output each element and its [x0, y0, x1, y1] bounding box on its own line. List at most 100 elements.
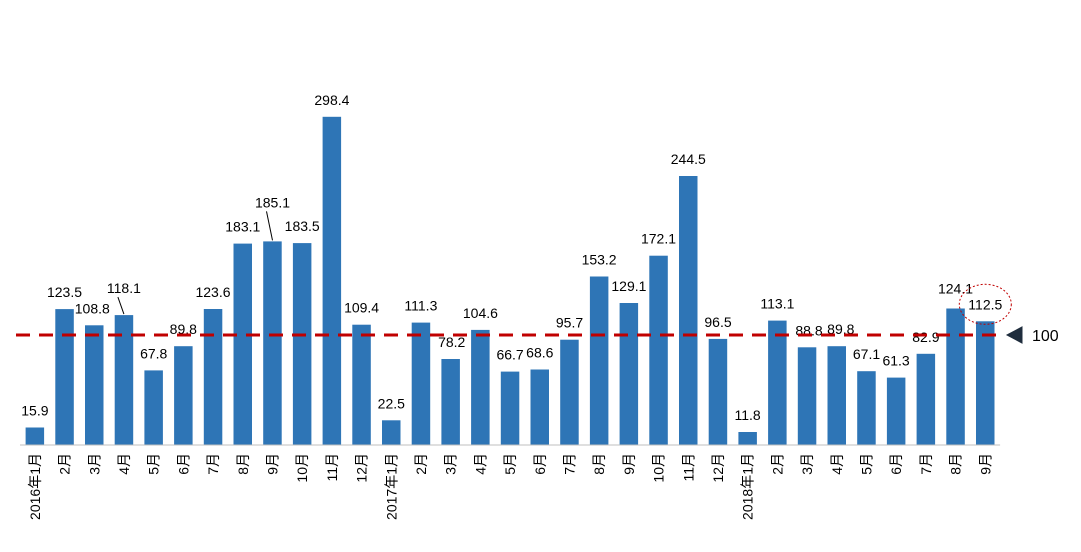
bar-7: [233, 243, 252, 445]
x-tick-label-27: 4月: [829, 453, 845, 475]
bar-0: [25, 427, 45, 445]
value-label-7: 183.1: [225, 219, 260, 235]
value-label-10: 298.4: [314, 92, 349, 108]
value-label-27: 89.8: [827, 321, 854, 337]
value-label-24: 11.8: [734, 407, 760, 423]
bar-28: [857, 371, 876, 445]
value-label-15: 104.6: [463, 305, 498, 321]
bar-1: [55, 309, 74, 445]
x-tick-label-6: 7月: [205, 453, 221, 475]
x-tick-label-5: 6月: [175, 453, 191, 475]
label-leader-line-3: [117, 296, 125, 315]
value-label-11: 109.4: [344, 300, 379, 316]
x-tick-label-8: 9月: [265, 453, 281, 475]
value-label-25: 113.1: [760, 296, 794, 312]
x-tick-label-20: 9月: [621, 453, 637, 475]
value-label-19: 153.2: [582, 252, 617, 268]
value-label-23: 96.5: [704, 314, 731, 330]
x-tick-label-24: 2018年1月: [740, 453, 756, 520]
value-label-9: 183.5: [285, 218, 320, 234]
x-tick-label-23: 12月: [710, 453, 726, 483]
bar-13: [411, 322, 431, 445]
reference-line-label: 100: [1032, 328, 1059, 345]
value-label-17: 68.6: [526, 345, 553, 361]
x-tick-label-7: 8月: [235, 453, 251, 475]
bar-23: [708, 338, 728, 445]
bars-group: [25, 116, 995, 446]
x-tick-label-29: 6月: [888, 453, 904, 475]
value-label-30: 82.9: [912, 329, 939, 345]
bar-17: [530, 369, 549, 445]
value-label-1: 123.5: [47, 284, 82, 300]
bar-6: [203, 309, 223, 445]
value-label-16: 66.7: [496, 347, 523, 363]
label-leader-line-8: [266, 211, 273, 241]
value-label-20: 129.1: [611, 278, 646, 294]
x-tick-label-12: 2017年1月: [383, 453, 399, 520]
bar-30: [916, 353, 936, 445]
x-tick-label-15: 4月: [472, 453, 488, 475]
x-tick-label-13: 2月: [413, 453, 429, 475]
x-tick-label-1: 2月: [57, 453, 73, 475]
value-label-0: 15.9: [21, 403, 48, 419]
bar-12: [382, 420, 401, 446]
bar-19: [589, 276, 609, 445]
reference-marker-icon: [1005, 326, 1023, 344]
x-tick-label-30: 7月: [918, 453, 934, 475]
value-label-14: 78.2: [438, 334, 465, 350]
x-tick-label-16: 5月: [502, 453, 518, 475]
value-label-6: 123.6: [195, 284, 230, 300]
x-tick-label-2: 3月: [86, 453, 102, 475]
value-label-2: 108.8: [75, 300, 110, 316]
x-tick-label-22: 11月: [680, 453, 696, 482]
bar-22: [679, 176, 698, 445]
value-label-4: 67.8: [140, 345, 167, 361]
value-label-32: 112.5: [968, 296, 1002, 312]
x-tick-label-4: 5月: [146, 453, 162, 475]
bar-31: [946, 308, 965, 445]
bar-21: [649, 255, 668, 445]
x-tick-label-32: 9月: [977, 453, 993, 475]
x-tick-label-18: 7月: [562, 453, 578, 475]
value-label-21: 172.1: [641, 231, 676, 247]
x-tick-label-26: 3月: [799, 453, 815, 475]
bar-9: [292, 243, 312, 445]
value-label-3: 118.1: [107, 280, 141, 296]
bar-26: [797, 347, 817, 445]
x-tick-label-14: 3月: [443, 453, 459, 475]
value-labels-group: 15.9123.5108.8118.167.889.8123.6183.1185…: [21, 92, 1002, 423]
value-label-8: 185.1: [255, 194, 290, 210]
value-label-18: 95.7: [556, 315, 583, 331]
bar-18: [560, 339, 579, 445]
x-tick-label-28: 5月: [859, 453, 875, 475]
bar-25: [768, 320, 787, 445]
bar-3: [114, 315, 134, 445]
x-tick-label-19: 8月: [591, 453, 607, 475]
value-label-31: 124.1: [938, 281, 973, 297]
bar-16: [500, 371, 520, 445]
x-tick-label-17: 6月: [532, 453, 548, 475]
x-tick-label-31: 8月: [948, 453, 964, 475]
bar-8: [263, 241, 282, 445]
x-tick-label-3: 4月: [116, 453, 132, 475]
bar-15: [471, 329, 490, 445]
value-label-5: 89.8: [170, 321, 197, 337]
value-label-13: 111.3: [404, 298, 437, 314]
bar-27: [827, 346, 846, 445]
value-label-29: 61.3: [882, 353, 909, 369]
bar-5: [174, 346, 193, 445]
x-tick-labels-group: 2016年1月 2月 3月 4月 5月 6月 7月 8月 9月 10月 11月 12月 2017年1月 2…: [27, 453, 993, 520]
value-label-22: 244.5: [671, 151, 706, 167]
bar-24: [738, 432, 757, 445]
value-label-28: 67.1: [853, 346, 880, 362]
bar-2: [85, 325, 104, 445]
bar-4: [144, 370, 163, 445]
highlight-circle: [958, 283, 1012, 325]
x-tick-label-0: 2016年1月: [27, 453, 43, 520]
x-tick-label-10: 11月: [324, 453, 340, 482]
value-label-12: 22.5: [378, 395, 405, 411]
x-tick-label-9: 10月: [294, 453, 310, 483]
bar-20: [619, 303, 639, 445]
x-tick-label-25: 2月: [769, 453, 785, 475]
